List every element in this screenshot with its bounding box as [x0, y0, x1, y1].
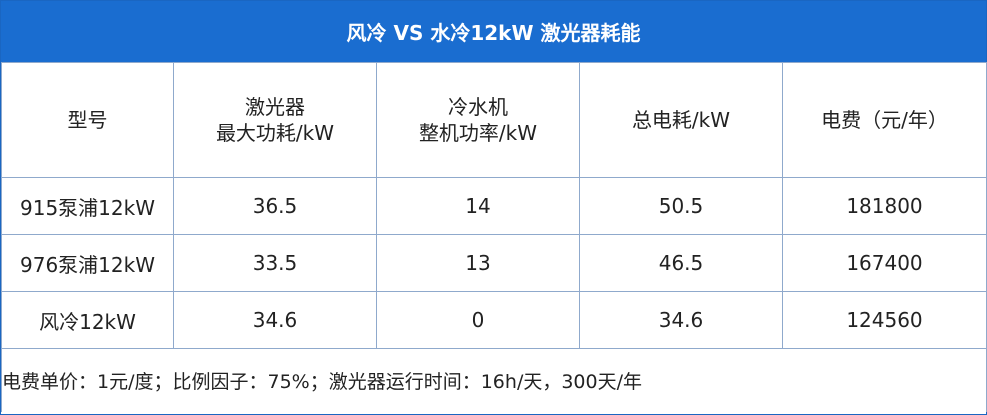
- data-table: 型号 激光器 最大功耗/kW 冷水机 整机功率/kW 总电耗/kW 电费（元/年） 915泵浦…: [1, 62, 987, 412]
- data-row: 976泵浦12kW 33.5 13 46.5 167400: [1, 234, 987, 292]
- header-cell: 冷水机 整机功率/kW: [376, 62, 580, 178]
- header-cell: 总电耗/kW: [579, 62, 783, 178]
- data-row: 风冷12kW 34.6 0 34.6 124560: [1, 291, 987, 349]
- cell: 36.5: [173, 177, 377, 235]
- header-cell: 电费（元/年）: [782, 62, 987, 178]
- header-cell: 型号: [1, 62, 174, 178]
- header-line: 总电耗/kW: [631, 108, 731, 132]
- cell: 46.5: [579, 234, 783, 292]
- cell: 167400: [782, 234, 987, 292]
- cell: 33.5: [173, 234, 377, 292]
- cell: 181800: [782, 177, 987, 235]
- cell: 风冷12kW: [1, 291, 174, 349]
- table-title: 风冷 VS 水冷12kW 激光器耗能: [1, 1, 986, 62]
- cell: 976泵浦12kW: [1, 234, 174, 292]
- header-line: 型号: [67, 108, 108, 132]
- data-row: 915泵浦12kW 36.5 14 50.5 181800: [1, 177, 987, 235]
- cell: 14: [376, 177, 580, 235]
- note: 电费单价：1元/度；比例因子：75%；激光器运行时间：16h/天，300天/年: [1, 348, 987, 412]
- cell: 0: [376, 291, 580, 349]
- header-line: 冷水机: [448, 95, 508, 119]
- header-line: 最大功耗/kW: [215, 121, 335, 145]
- header-line: 整机功率/kW: [418, 121, 538, 145]
- cell: 13: [376, 234, 580, 292]
- cell: 34.6: [579, 291, 783, 349]
- cell: 34.6: [173, 291, 377, 349]
- cell: 50.5: [579, 177, 783, 235]
- header-cell: 激光器 最大功耗/kW: [173, 62, 377, 178]
- header-line: 电费（元/年）: [821, 108, 948, 132]
- cell: 124560: [782, 291, 987, 349]
- note-row: 电费单价：1元/度；比例因子：75%；激光器运行时间：16h/天，300天/年: [1, 348, 987, 412]
- header-line: 激光器: [245, 95, 305, 119]
- header-row: 型号 激光器 最大功耗/kW 冷水机 整机功率/kW 总电耗/kW 电费（元/年）: [1, 62, 987, 178]
- cell: 915泵浦12kW: [1, 177, 174, 235]
